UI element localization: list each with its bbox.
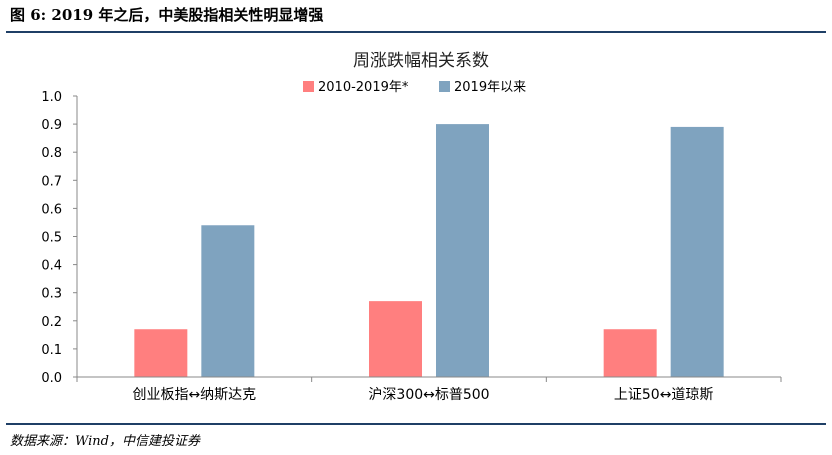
y-axis: 0.0 0.1 0.2 0.3 0.4 0.5 0.6 0.7 0.8 0.9 1.0: [41, 90, 78, 386]
x-category-label: 上证50↔道琼斯: [614, 387, 714, 403]
y-tick-label: 0.7: [41, 174, 62, 189]
y-tick-label: 0.1: [41, 343, 62, 358]
bars: [134, 124, 724, 377]
legend-label-series-1: 2010-2019年*: [318, 80, 409, 95]
bar-series-1-1: [134, 329, 188, 377]
legend: 2010-2019年* 2019年以来: [303, 80, 526, 95]
bar-chart: 周涨跌幅相关系数 2010-2019年* 2019年以来 0.00.10.20.…: [41, 51, 782, 403]
x-category-label: 沪深300↔标普500: [368, 387, 489, 403]
bar-series-2-1: [201, 225, 255, 377]
y-tick-label: 0.8: [41, 146, 62, 161]
legend-label-series-2: 2019年以来: [454, 80, 526, 95]
legend-swatch-series-1: [303, 81, 314, 92]
y-tick-label: 1.0: [41, 90, 62, 105]
y-tick-label: 0.0: [41, 371, 62, 386]
x-category-label: 创业板指↔纳斯达克: [132, 387, 256, 403]
bottom-rule: [6, 423, 826, 425]
source-note: 数据来源：Wind，中信建投证券: [10, 434, 200, 449]
y-tick-label: 0.6: [41, 202, 62, 217]
bar-series-2-2: [436, 124, 489, 377]
top-rule: [6, 31, 826, 33]
y-tick-label: 0.4: [41, 259, 62, 274]
bar-series-2-3: [670, 126, 724, 377]
y-tick-label: 0.9: [41, 118, 62, 133]
y-tick-label: 0.3: [41, 287, 62, 302]
bar-series-1-3: [603, 329, 657, 377]
x-axis: 创业板指↔纳斯达克 沪深300↔标普500 上证50↔道琼斯: [76, 376, 782, 403]
bar-series-1-2: [369, 301, 422, 377]
y-tick-label: 0.5: [41, 231, 62, 246]
legend-swatch-series-2: [439, 81, 450, 92]
y-tick-label: 0.2: [41, 315, 62, 330]
chart-title: 周涨跌幅相关系数: [353, 51, 489, 71]
figure-title: 图 6: 2019 年之后，中美股指相关性明显增强: [10, 6, 324, 24]
